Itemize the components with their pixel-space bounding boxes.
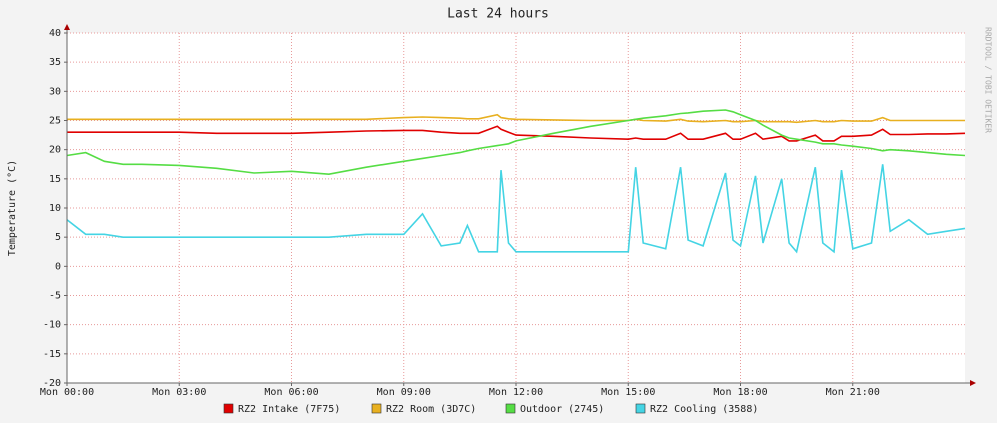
y-tick-label: 10: [49, 203, 61, 214]
axes: [64, 24, 976, 386]
series-line: [67, 113, 965, 124]
x-tick-label: Mon 15:00: [601, 387, 655, 398]
y-tick-label: -20: [43, 378, 61, 389]
x-arrow: [970, 380, 976, 386]
x-tick-label: Mon 12:00: [489, 387, 543, 398]
y-tick-label: 0: [55, 261, 61, 272]
grid: [64, 32, 965, 386]
legend-swatch: [505, 403, 516, 414]
y-tick-label: 20: [49, 145, 61, 156]
y-tick-label: -5: [49, 291, 61, 302]
legend-swatch: [635, 403, 646, 414]
legend-label: RZ2 Cooling (3588): [650, 404, 758, 415]
y-tick-label: 25: [49, 116, 61, 127]
series-line: [66, 109, 966, 176]
y-tick-label: 15: [49, 174, 61, 185]
x-tick-label: Mon 09:00: [377, 387, 431, 398]
y-tick-label: 30: [49, 86, 61, 97]
series-line: [67, 125, 966, 142]
x-tick-label: Mon 06:00: [264, 387, 318, 398]
y-axis-label: Temperature (°C): [7, 160, 18, 256]
y-tick-label: 40: [49, 28, 61, 39]
legend-label: RZ2 Room (3D7C): [386, 404, 476, 415]
legend-swatch: [371, 403, 382, 414]
x-tick-label: Mon 03:00: [152, 387, 206, 398]
legend: RZ2 Intake (7F75) RZ2 Room (3D7C) Outdoor …: [223, 403, 758, 415]
lines: [66, 109, 966, 254]
legend-label: RZ2 Intake (7F75): [238, 404, 340, 415]
series-line: [66, 164, 966, 254]
x-tick-label: Mon 00:00: [40, 387, 94, 398]
legend-swatch: [223, 403, 234, 414]
chart-title: Last 24 hours: [447, 7, 549, 22]
y-tick-label: 5: [55, 232, 61, 243]
y-tick-label: -10: [43, 320, 61, 331]
y-tick-label: -15: [43, 349, 61, 360]
y-arrow: [64, 24, 70, 30]
watermark: RRDTOOL / TOBI OETIKER: [984, 27, 993, 133]
legend-label: Outdoor (2745): [520, 404, 604, 415]
x-tick-label: Mon 18:00: [713, 387, 767, 398]
y-tick-label: 35: [49, 57, 61, 68]
x-tick-label: Mon 21:00: [826, 387, 880, 398]
